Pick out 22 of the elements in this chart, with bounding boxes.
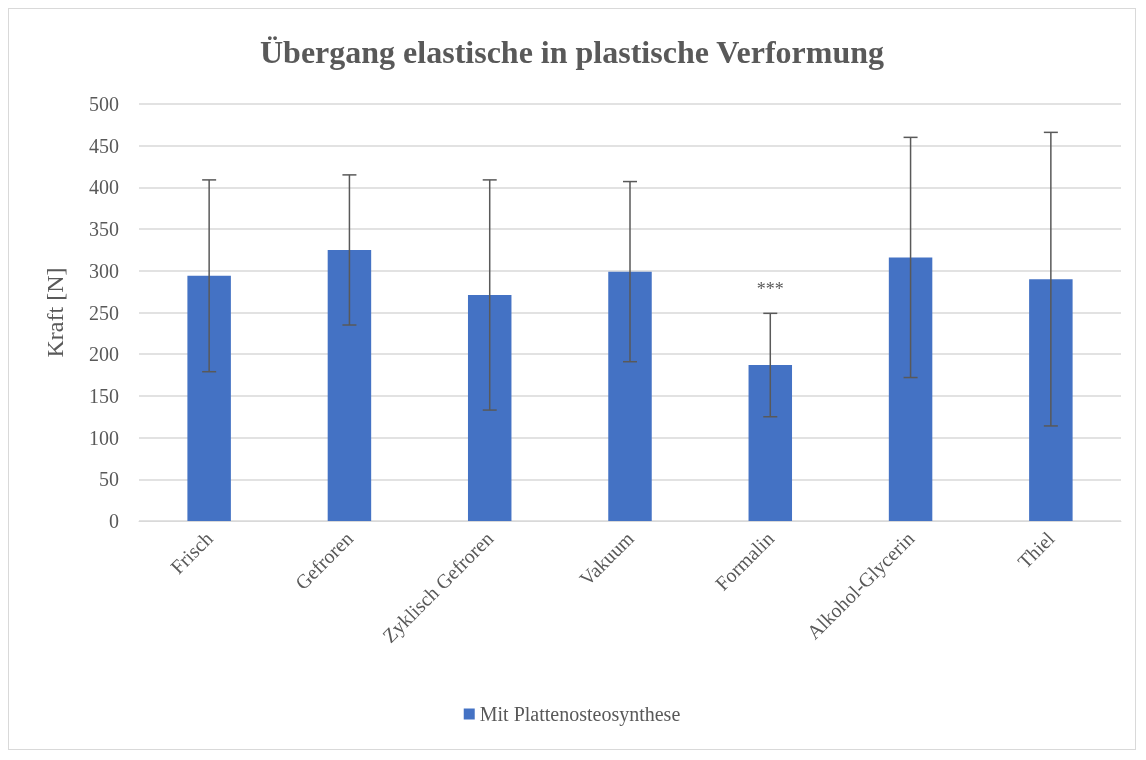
y-tick-label: 250 — [89, 301, 119, 324]
y-tick-label: 400 — [89, 176, 119, 199]
y-tick-label: 350 — [89, 218, 119, 241]
y-tick-label: 150 — [89, 384, 119, 407]
y-tick-label: 50 — [99, 468, 119, 491]
bar — [888, 257, 933, 521]
bar — [467, 294, 512, 521]
y-tick-label: 500 — [89, 93, 119, 115]
y-tick-label: 450 — [89, 134, 119, 157]
bar — [327, 249, 372, 521]
bar — [1029, 279, 1073, 521]
y-tick-label: 200 — [89, 343, 119, 366]
annotation: *** — [756, 279, 784, 300]
bar — [187, 275, 231, 521]
y-tick-label: 0 — [109, 510, 119, 532]
bar — [748, 365, 793, 521]
y-tick-label: 300 — [89, 259, 119, 282]
chart-title: Übergang elastische in plastische Verformung — [260, 34, 884, 70]
y-tick-label: 100 — [89, 426, 119, 449]
y-axis-title: Kraft [N] — [42, 267, 68, 358]
legend-label: Mit Plattenosteosynthese — [479, 703, 681, 726]
bar — [608, 271, 652, 521]
